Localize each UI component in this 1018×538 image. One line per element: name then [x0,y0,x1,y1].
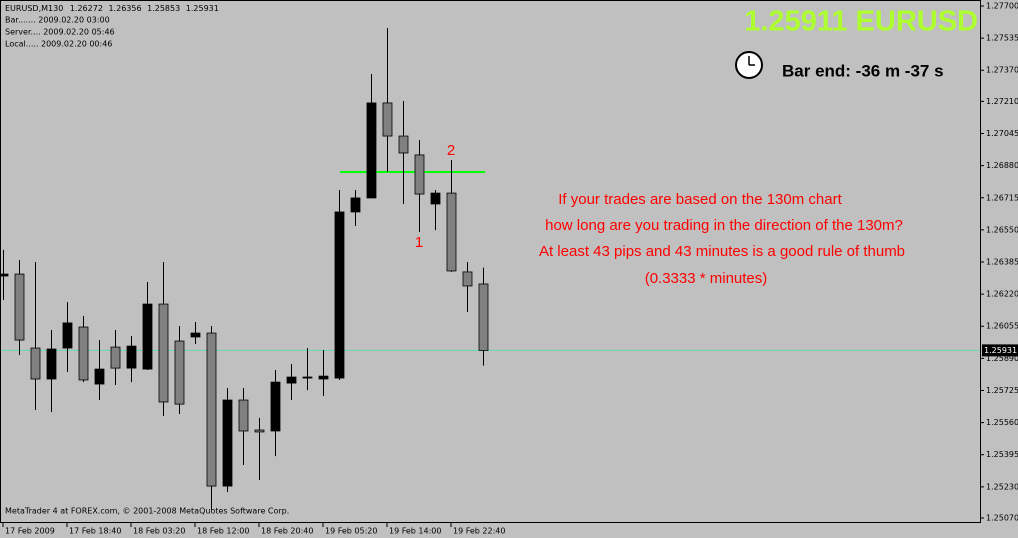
header: EURUSD,M130 1.26272 1.26356 1.25853 1.25… [5,4,219,13]
candle-body [334,211,345,379]
marker: 1 [415,234,423,251]
x-tick-label: 19 Feb 22:40 [453,527,505,536]
last-open: 1.26272 [70,4,103,13]
candle-body [222,399,233,487]
note: At least 43 pips and 43 minutes is a goo… [539,243,905,260]
candle-body [46,348,57,380]
y-tick-label: 1.26715 [986,193,1018,202]
y-tick-label: 1.26055 [986,322,1018,331]
candle-body [142,303,153,370]
y-tick-label: 1.27045 [986,129,1018,138]
candle-body [254,429,265,433]
candle-body [30,347,41,380]
marker: 2 [447,142,455,159]
candle-body [430,192,441,205]
x-tick-label: 17 Feb 18:40 [69,527,121,536]
last-close: 1.25931 [186,4,219,13]
candle-body [0,273,9,277]
y-tick-label: 1.26550 [986,225,1018,234]
candle-body [190,332,201,338]
y-tick-label: 1.27535 [986,34,1018,43]
candle-body [158,303,169,403]
info-line: Bar....... 2009.02.20 03:00 [5,16,110,25]
candle-body [286,376,297,384]
y-tick-label: 1.25395 [986,450,1018,459]
note: how long are you trading in the directio… [545,217,903,234]
x-tick-label: 19 Feb 14:00 [389,527,441,536]
candle-body [94,368,105,385]
candle-body [238,399,249,432]
candle-body [462,271,473,287]
candle-body [78,326,89,381]
bar-end: Bar end: -36 m -37 s [782,61,944,80]
y-tick-label: 1.25725 [986,386,1018,395]
y-tick-label: 1.26385 [986,258,1018,267]
y-tick-label: 1.27370 [986,66,1018,75]
candle-body [366,102,377,199]
candle-body [110,346,121,369]
bid-tag-label: 1.25931 [984,346,1017,355]
x-tick-label: 18 Feb 20:40 [261,527,313,536]
clock-icon [735,51,763,79]
y-tick-label: 1.25070 [986,514,1018,523]
candle-body [478,283,489,351]
symbol: EURUSD,M130 [5,4,63,13]
candle-body [382,102,393,137]
y-tick-label: 1.25230 [986,482,1018,491]
candle-body [350,197,361,213]
candle-body [302,376,313,379]
price-banner: 1.25911 EURUSD [744,6,978,38]
y-tick-label: 1.25560 [986,418,1018,427]
note: (0.3333 * minutes) [645,270,768,287]
y-tick-label: 1.26220 [986,290,1018,299]
x-tick-label: 19 Feb 05:20 [325,527,377,536]
candle-body [62,322,73,349]
x-tick-label: 17 Feb 2009 [5,527,55,536]
note: If your trades are based on the 130m cha… [558,191,842,208]
candle-body [206,332,217,487]
x-tick-label: 18 Feb 03:20 [133,527,185,536]
bid-tag [982,344,1018,357]
y-tick-label: 1.26880 [986,161,1018,170]
candle-body [318,375,329,380]
y-tick-label: 1.27700 [986,2,1018,11]
info-line: Server.... 2009.02.20 05:46 [5,28,115,37]
candle-body [446,192,457,272]
last-high: 1.26356 [108,4,141,13]
info-line: Local..... 2009.02.20 00:46 [5,40,112,49]
candle-body [398,135,409,154]
x-tick-label: 18 Feb 12:00 [197,527,249,536]
last-low: 1.25853 [147,4,180,13]
candle-body [174,340,185,405]
candle-body [126,345,137,369]
y-tick-label: 1.25890 [986,354,1018,363]
y-tick-label: 1.27210 [986,97,1018,106]
footer: MetaTrader 4 at FOREX.com, © 2001-2008 M… [5,507,289,516]
candle-body [414,154,425,195]
candle-body [14,273,25,341]
candle-body [270,381,281,432]
